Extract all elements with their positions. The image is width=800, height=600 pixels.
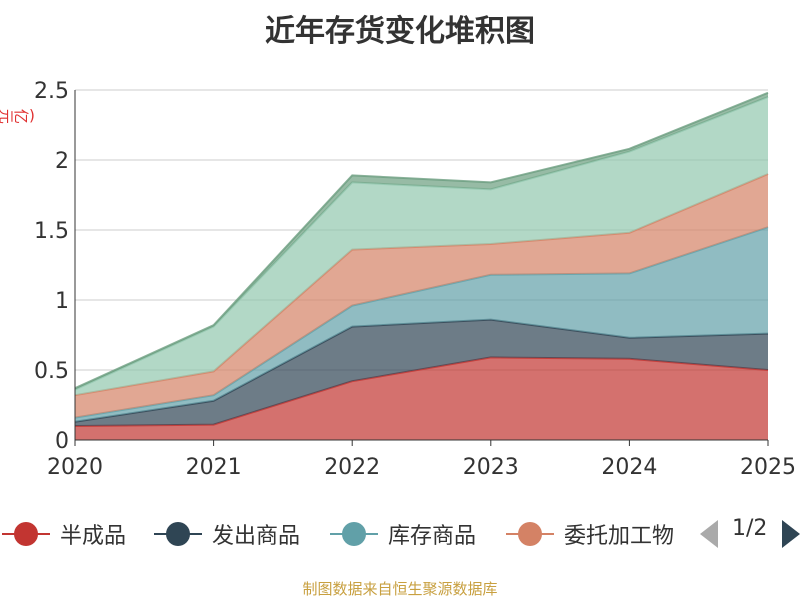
series-line-5 [74,91,769,390]
series-area-4 [75,97,768,396]
legend-item-3[interactable]: 委托加工物 [504,514,674,554]
legend-symbol-3 [504,514,556,554]
x-tick-label: 2025 [740,455,796,480]
legend-label-0: 半成品 [60,524,127,549]
legend-prev-icon[interactable] [700,520,718,548]
series-area-3 [75,174,768,418]
legend-page-indicator: 1/2 [732,516,768,541]
series-area-0 [75,357,768,440]
legend-symbol-0 [0,514,52,554]
x-tick-label: 2024 [601,455,657,480]
y-tick-label: 0.5 [34,359,69,384]
x-tick-label: 2022 [324,455,380,480]
legend-item-0[interactable]: 半成品 [0,514,126,554]
y-tick-label: 1.5 [34,219,69,244]
x-tick-label: 2021 [186,455,242,480]
data-source-note: 制图数据来自恒生聚源数据库 [302,580,498,598]
y-tick-label: 2.5 [34,79,69,104]
series-area-1 [75,319,768,426]
x-tick-label: 2020 [47,455,103,480]
legend-label-2: 库存商品 [388,524,477,549]
legend-symbol-2 [328,514,380,554]
y-tick-label: 2 [55,149,69,174]
y-tick-label: 1 [55,289,69,314]
legend-symbol-1 [152,514,204,554]
y-tick-label: 0 [55,429,69,454]
x-tick-label: 2023 [463,455,519,480]
series-area-5 [75,92,768,390]
legend-item-1[interactable]: 发出商品 [152,514,300,554]
legend-label-3: 委托加工物 [564,524,675,549]
legend: 半成品 发出商品 库存商品 委托加工物 [0,514,800,554]
chart-title: 近年存货变化堆积图 [265,14,535,49]
legend-next-icon[interactable] [782,520,800,548]
legend-label-1: 发出商品 [212,524,301,549]
legend-item-2[interactable]: 库存商品 [328,514,476,554]
